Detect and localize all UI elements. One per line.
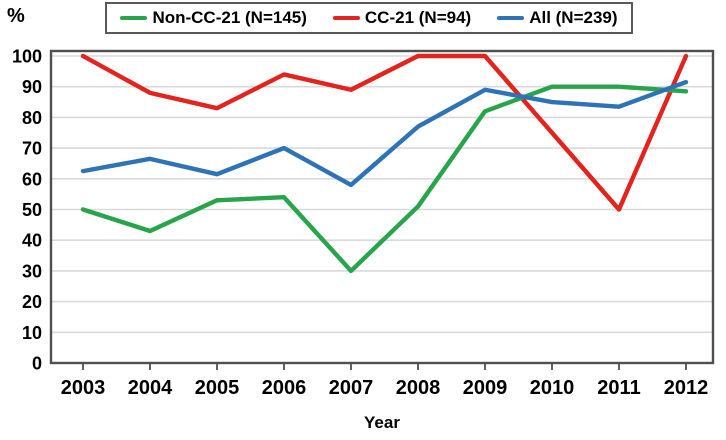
y-tick-label-20: 20 bbox=[22, 292, 42, 312]
legend-line-swatch-blue bbox=[497, 16, 525, 20]
x-tick-label-2012: 2012 bbox=[664, 377, 709, 399]
x-axis-title: Year bbox=[364, 413, 400, 432]
legend-line-swatch-red bbox=[332, 16, 360, 20]
plot-frame bbox=[49, 49, 715, 365]
x-tick-label-2010: 2010 bbox=[530, 377, 575, 399]
x-tick-label-2004: 2004 bbox=[128, 377, 173, 399]
legend-line-swatch-green bbox=[120, 16, 148, 20]
x-tick-label-2011: 2011 bbox=[597, 377, 640, 399]
y-tick-label-60: 60 bbox=[22, 169, 42, 189]
y-tick-label-40: 40 bbox=[22, 231, 42, 251]
series-line-cc-21-n-94 bbox=[80, 53, 689, 212]
x-tick-label-2007: 2007 bbox=[329, 377, 374, 399]
legend-label-cc-21: CC-21 (N=94) bbox=[364, 8, 472, 27]
legend-label-non-cc-21: Non-CC-21 (N=145) bbox=[152, 8, 307, 27]
series-line-non-cc-21-n-145 bbox=[80, 84, 689, 274]
legend: Non-CC-21 (N=145) CC-21 (N=94) All (N=23… bbox=[105, 2, 633, 34]
legend-item-non-cc-21: Non-CC-21 (N=145) bbox=[120, 8, 307, 28]
y-tick-label-70: 70 bbox=[22, 139, 42, 159]
y-tick-label-90: 90 bbox=[22, 77, 42, 97]
x-tick-label-2009: 2009 bbox=[463, 377, 508, 399]
x-tick-label-2003: 2003 bbox=[61, 377, 106, 399]
series-line-all-n-239 bbox=[80, 79, 689, 188]
x-tick-label-2006: 2006 bbox=[262, 377, 307, 399]
y-tick-label-30: 30 bbox=[22, 261, 42, 281]
legend-item-all: All (N=239) bbox=[497, 8, 618, 28]
x-tick-label-2008: 2008 bbox=[396, 377, 441, 399]
x-tick-label-2005: 2005 bbox=[195, 377, 240, 399]
y-tick-label-80: 80 bbox=[22, 108, 42, 128]
legend-item-cc-21: CC-21 (N=94) bbox=[332, 8, 472, 28]
y-axis-unit-label: % bbox=[7, 5, 25, 27]
y-tick-label-100: 100 bbox=[12, 47, 42, 67]
legend-label-all: All (N=239) bbox=[529, 8, 618, 27]
y-tick-label-10: 10 bbox=[22, 323, 42, 343]
y-tick-label-50: 50 bbox=[22, 200, 42, 220]
y-tick-label-0: 0 bbox=[32, 354, 42, 374]
